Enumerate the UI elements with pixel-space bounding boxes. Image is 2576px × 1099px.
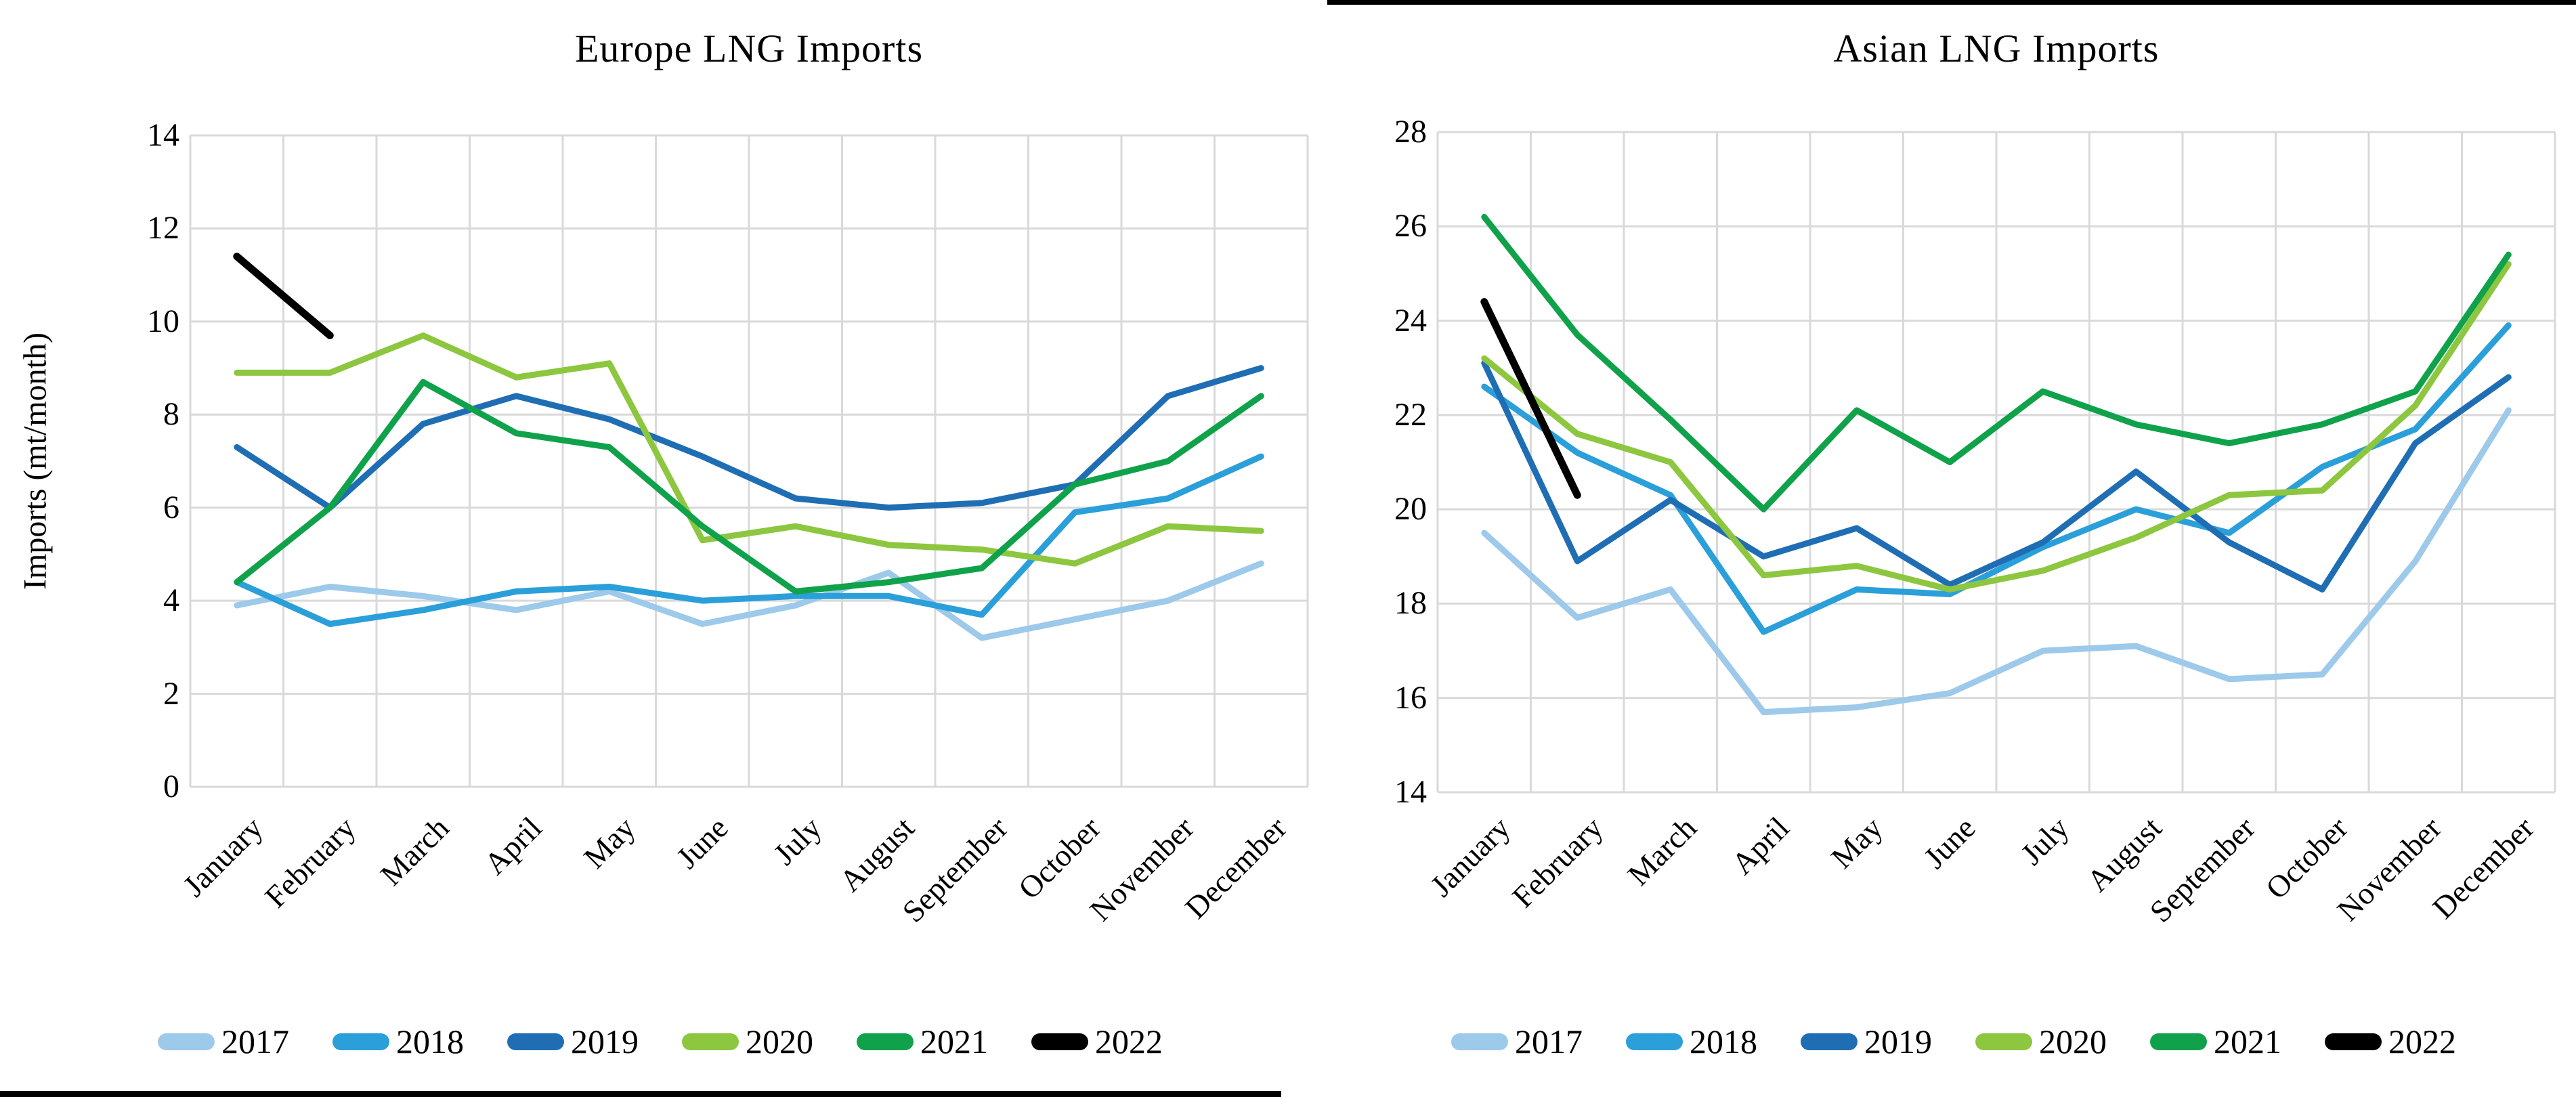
- legend-item-2019: 2019: [507, 1025, 639, 1058]
- legend-swatch-2021: [2150, 1033, 2207, 1050]
- x-axis-label-august: August: [832, 810, 921, 899]
- legend-swatch-2018: [332, 1033, 389, 1050]
- x-axis-label-february: February: [258, 810, 362, 915]
- legend-label-2021: 2021: [2214, 1022, 2281, 1060]
- y-tick-label-18: 18: [1394, 585, 1427, 622]
- legend-label-2017: 2017: [221, 1022, 289, 1060]
- series-line-2021: [1481, 213, 2512, 513]
- legend-europe: 2017 2018 2019 2020 2021 2022: [68, 1025, 1253, 1058]
- legend-swatch-2017: [1451, 1033, 1508, 1050]
- legend-item-2021: 2021: [2150, 1025, 2281, 1058]
- x-axis-label-march: March: [373, 810, 456, 892]
- legend-item-2017: 2017: [1451, 1025, 1583, 1058]
- legend-item-2022: 2022: [1031, 1025, 1163, 1058]
- x-axis-label-december: December: [1178, 810, 1293, 926]
- y-tick-label-20: 20: [1394, 491, 1427, 527]
- series-line-2021: [234, 379, 1264, 595]
- legend-label-2019: 2019: [1864, 1022, 1932, 1060]
- legend-swatch-2018: [1626, 1033, 1683, 1050]
- legend-item-2020: 2020: [1975, 1025, 2107, 1058]
- plot-area-asia: [1436, 131, 2556, 794]
- x-axis-label-may: May: [1824, 810, 1889, 876]
- x-axis-label-january: January: [176, 810, 270, 903]
- y-axis-title-imports: Imports (mt/month): [17, 332, 53, 590]
- x-axis-label-january: January: [1423, 810, 1517, 903]
- legend-swatch-2022: [2325, 1033, 2382, 1050]
- legend-item-2022: 2022: [2325, 1025, 2456, 1058]
- legend-label-2018: 2018: [1690, 1022, 1757, 1060]
- legend-label-2020: 2020: [2039, 1022, 2107, 1060]
- y-tick-label-2: 2: [163, 675, 179, 712]
- legend-swatch-2021: [857, 1033, 914, 1050]
- y-tick-label-14: 14: [1394, 774, 1427, 810]
- x-axis-label-december: December: [2426, 810, 2541, 926]
- x-axis-label-october: October: [2259, 810, 2355, 906]
- series-line-2022: [233, 253, 334, 339]
- y-tick-label-0: 0: [163, 769, 179, 804]
- legend-label-2017: 2017: [1515, 1022, 1583, 1060]
- y-tick-label-16: 16: [1394, 679, 1427, 716]
- chart-asian-lng-imports: Asian LNG Imports 14 16 18 20 22 24 26 28 Janua…: [1321, 0, 2576, 1099]
- legend-item-2017: 2017: [158, 1025, 289, 1058]
- x-axis-label-october: October: [1012, 810, 1107, 906]
- y-tick-label-10: 10: [147, 303, 179, 339]
- y-tick-label-26: 26: [1394, 208, 1427, 244]
- legend-item-2021: 2021: [857, 1025, 988, 1058]
- series-line-2018: [1481, 322, 2512, 635]
- series-line-2019: [234, 365, 1264, 511]
- legend-swatch-2017: [158, 1033, 215, 1050]
- legend-label-2022: 2022: [2388, 1022, 2456, 1060]
- x-axis-label-june: June: [670, 810, 735, 876]
- x-axis-label-february: February: [1505, 810, 1610, 915]
- y-tick-label-14: 14: [147, 117, 179, 153]
- series-line-2022: [1480, 298, 1581, 499]
- y-tick-label-6: 6: [163, 489, 179, 525]
- y-tick-label-4: 4: [163, 582, 179, 619]
- legend-item-2018: 2018: [332, 1025, 464, 1058]
- x-axis-label-july: July: [767, 810, 828, 871]
- y-tick-label-12: 12: [147, 210, 179, 246]
- legend-item-2019: 2019: [1801, 1025, 1932, 1058]
- legend-swatch-2019: [1801, 1033, 1858, 1050]
- series-line-2020: [1481, 261, 2512, 592]
- x-axis-label-july: July: [2014, 810, 2076, 871]
- chart-europe-lng-imports: Europe LNG Imports Imports (mt/month) 0 2…: [17, 26, 1309, 1058]
- series-line-2017: [1481, 407, 2512, 716]
- top-right-border-line: [1327, 0, 2576, 5]
- y-tick-label-28: 28: [1394, 114, 1427, 150]
- legend-swatch-2019: [507, 1033, 564, 1050]
- y-tick-label-22: 22: [1394, 396, 1427, 433]
- plot-area-europe: [189, 134, 1309, 788]
- series-line-2020: [234, 332, 1264, 567]
- legend-asia: 2017 2018 2019 2020 2021 2022: [1361, 1025, 2546, 1058]
- chart-title-asia: Asian LNG Imports: [1833, 26, 2160, 70]
- y-tick-label-24: 24: [1394, 302, 1427, 339]
- x-axis-label-june: June: [1917, 810, 1982, 876]
- legend-swatch-2020: [1975, 1033, 2032, 1050]
- series-line-2019: [1481, 360, 2512, 592]
- x-axis-label-may: May: [576, 810, 642, 876]
- x-axis-label-august: August: [2080, 810, 2168, 899]
- y-tick-label-8: 8: [163, 396, 179, 433]
- legend-label-2018: 2018: [396, 1022, 464, 1060]
- chart-title-europe: Europe LNG Imports: [574, 26, 924, 70]
- bottom-left-border-line: [0, 1091, 1281, 1097]
- series-line-2018: [234, 453, 1264, 627]
- legend-swatch-2020: [682, 1033, 739, 1050]
- x-axis-label-march: March: [1620, 810, 1703, 892]
- legend-label-2021: 2021: [920, 1022, 988, 1060]
- legend-label-2019: 2019: [571, 1022, 639, 1060]
- legend-label-2020: 2020: [746, 1022, 813, 1060]
- series-line-2017: [234, 560, 1264, 641]
- legend-item-2018: 2018: [1626, 1025, 1757, 1058]
- x-axis-label-april: April: [1725, 810, 1796, 882]
- x-axis-label-april: April: [477, 810, 549, 882]
- legend-swatch-2022: [1031, 1033, 1088, 1050]
- legend-label-2022: 2022: [1095, 1022, 1163, 1060]
- legend-item-2020: 2020: [682, 1025, 813, 1058]
